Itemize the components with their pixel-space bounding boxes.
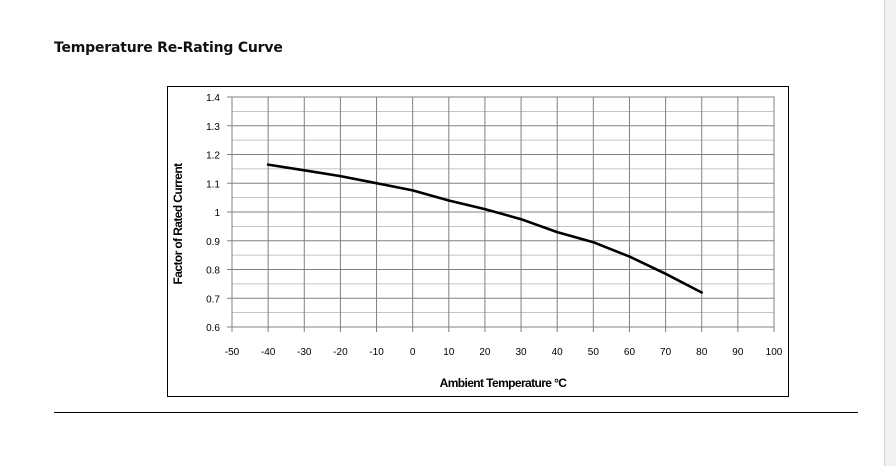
x-tick-label: 90 <box>732 347 744 358</box>
x-tick-label: 60 <box>624 347 636 358</box>
section-divider <box>54 412 858 413</box>
label-layer: Ambient Temperature °C Factor of Rated C… <box>171 93 783 390</box>
y-tick-label: 0.9 <box>206 237 220 248</box>
y-tick-label: 1.2 <box>206 151 220 162</box>
x-tick-label: 100 <box>766 347 783 358</box>
section-title: Temperature Re-Rating Curve <box>54 40 283 56</box>
y-tick-label: 0.6 <box>206 323 220 334</box>
y-tick-label: 0.7 <box>206 294 220 305</box>
series-line-0 <box>266 163 704 294</box>
x-tick-label: 50 <box>588 347 600 358</box>
x-tick-label: -20 <box>333 347 348 358</box>
grid-layer <box>231 96 775 328</box>
x-tick-label: 80 <box>696 347 708 358</box>
axes-layer <box>227 96 775 332</box>
x-tick-label: -10 <box>369 347 384 358</box>
y-tick-label: 1.3 <box>206 122 220 133</box>
x-tick-label: 40 <box>552 347 564 358</box>
y-tick-label: 1.1 <box>206 179 220 190</box>
x-axis-title: Ambient Temperature °C <box>440 376 568 390</box>
y-tick-label: 1.4 <box>206 93 220 104</box>
x-tick-label: 10 <box>443 347 455 358</box>
series-layer <box>266 163 704 294</box>
x-tick-label: 20 <box>479 347 491 358</box>
x-tick-label: -50 <box>225 347 240 358</box>
y-axis-title: Factor of Rated Current <box>171 163 185 284</box>
chart-frame: Ambient Temperature °C Factor of Rated C… <box>167 86 789 397</box>
rerating-chart: Ambient Temperature °C Factor of Rated C… <box>171 93 783 390</box>
y-tick-label: 0.8 <box>206 266 220 277</box>
x-tick-label: 70 <box>660 347 672 358</box>
x-tick-label: -40 <box>261 347 276 358</box>
x-tick-label: 30 <box>516 347 528 358</box>
y-tick-label: 1 <box>214 208 220 219</box>
x-tick-label: 0 <box>410 347 416 358</box>
x-tick-label: -30 <box>297 347 312 358</box>
